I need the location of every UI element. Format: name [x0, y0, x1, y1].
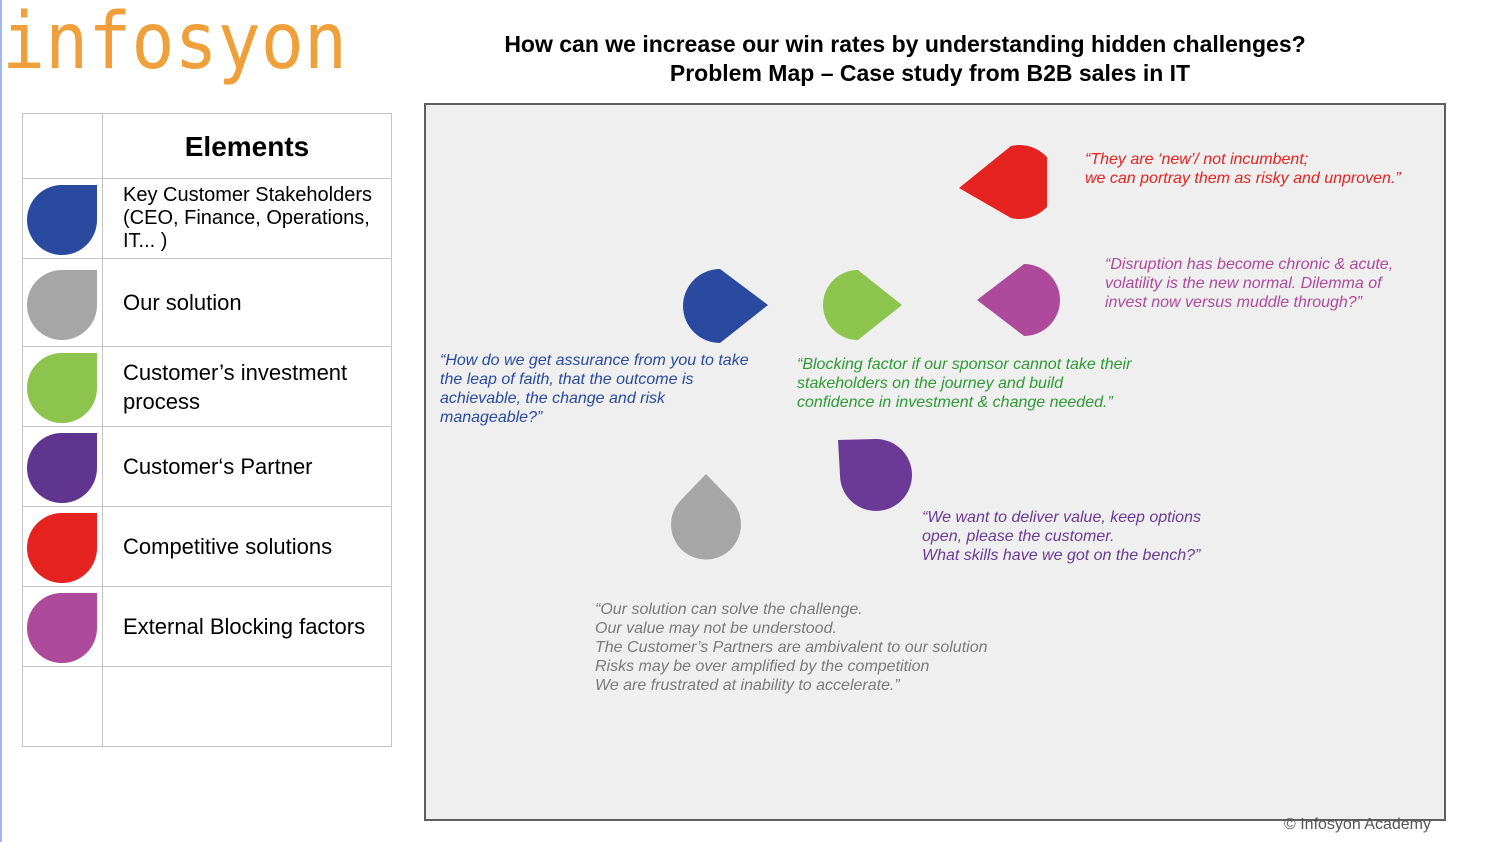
external-factors-icon [975, 263, 1063, 337]
red-teardrop-shape [27, 513, 97, 583]
legend-row-competitive: Competitive solutions [22, 506, 392, 587]
legend-label-stakeholders: Key Customer Stakeholders (CEO, Finance,… [102, 178, 392, 259]
title-line-2: Problem Map – Case study from B2B sales … [669, 60, 1191, 86]
magenta-teardrop-icon [27, 591, 97, 663]
legend-row-partner: Customer‘s Partner [22, 426, 392, 507]
svg-text:infosyon: infosyon [2, 0, 347, 87]
legend-row-solution: Our solution [22, 258, 392, 347]
left-edge-line [0, 0, 2, 842]
red-drop-shape [959, 145, 1047, 219]
stakeholders-icon [678, 268, 770, 344]
green-drop-shape [822, 270, 902, 340]
elements-legend: Elements Key Customer Stakeholders (CEO,… [22, 113, 392, 747]
legend-label-competitive: Competitive solutions [102, 506, 392, 587]
legend-row-external: External Blocking factors [22, 586, 392, 667]
legend-empty-row [22, 666, 392, 747]
copyright-text: © Infosyon Academy [1284, 816, 1431, 833]
legend-row-investment: Customer’s investment process [22, 346, 392, 427]
legend-heading: Elements [102, 113, 392, 179]
blue-teardrop-shape [27, 185, 97, 255]
legend-label-partner: Customer‘s Partner [102, 426, 392, 507]
green-teardrop-icon [27, 351, 97, 423]
investment-quote: “Blocking factor if our sponsor cannot t… [797, 356, 1132, 411]
purple-drop-shape [838, 439, 912, 511]
partner-quote: “We want to deliver value, keep options … [922, 509, 1201, 564]
purple-teardrop-icon [27, 431, 97, 503]
external-quote: “Disruption has become chronic & acute, … [1105, 256, 1394, 311]
blue-drop-shape [683, 269, 768, 343]
grey-teardrop-shape [27, 270, 97, 340]
legend-label-investment: Customer’s investment process [102, 346, 392, 427]
problem-map-canvas: “They are ‘new’/ not incumbent; we can p… [424, 103, 1446, 821]
page-title: How can we increase our win rates by und… [480, 30, 1330, 88]
legend-header-row: Elements [22, 113, 392, 179]
our-solution-icon [670, 473, 742, 561]
legend-row-stakeholders: Key Customer Stakeholders (CEO, Finance,… [22, 178, 392, 259]
partner-icon [836, 437, 914, 511]
green-teardrop-shape [27, 353, 97, 423]
investment-process-icon [820, 269, 904, 341]
magenta-teardrop-shape [27, 593, 97, 663]
grey-teardrop-icon [27, 268, 97, 340]
grey-drop-shape [671, 474, 741, 560]
red-teardrop-icon [27, 511, 97, 583]
solution-quote: “Our solution can solve the challenge. O… [595, 601, 988, 694]
legend-label-external: External Blocking factors [102, 586, 392, 667]
stakeholders-quote: “How do we get assurance from you to tak… [440, 352, 749, 426]
purple-teardrop-shape [27, 433, 97, 503]
blue-teardrop-icon [27, 183, 97, 255]
legend-label-solution: Our solution [102, 258, 392, 347]
magenta-drop-shape [977, 264, 1060, 336]
title-line-1: How can we increase our win rates by und… [504, 31, 1306, 57]
infosyon-logo: infosyon [2, 0, 352, 96]
competitive-solutions-icon [957, 140, 1047, 220]
competitive-quote: “They are ‘new’/ not incumbent; we can p… [1085, 151, 1401, 187]
